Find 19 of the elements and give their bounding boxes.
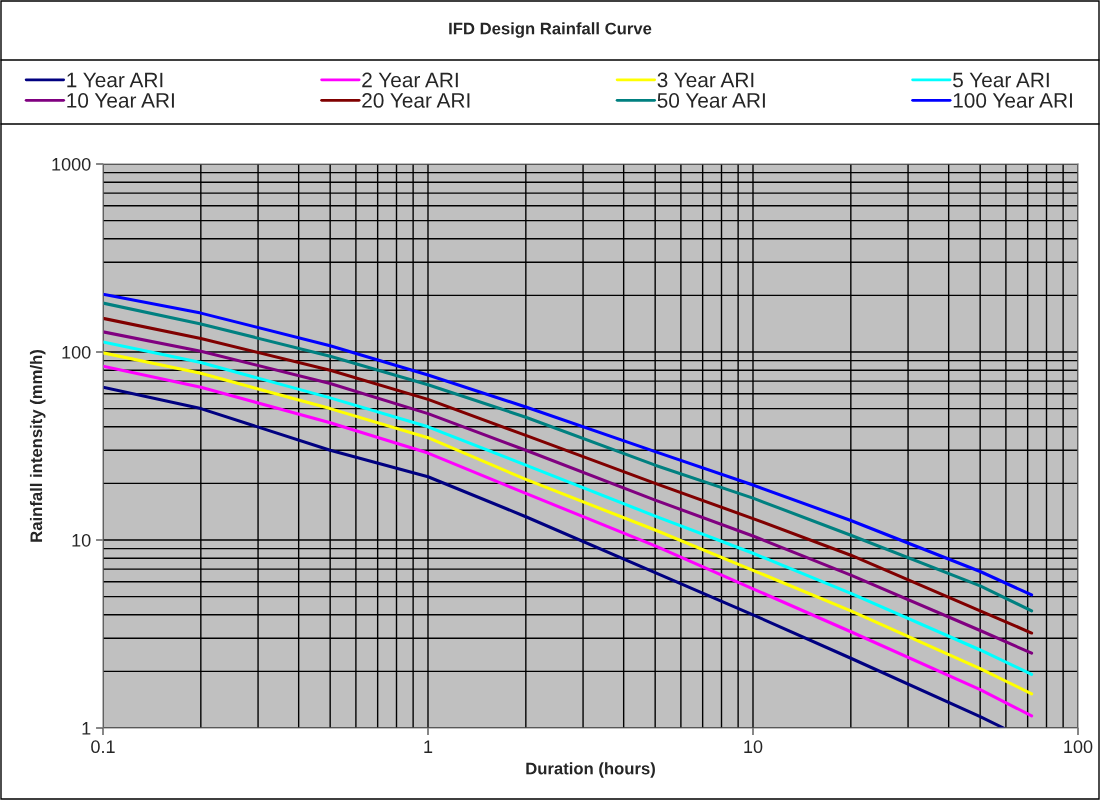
x-tick-label: 0.1 xyxy=(91,740,115,754)
chart-title: IFD Design Rainfall Curve xyxy=(449,22,652,38)
y-tick-label: 100 xyxy=(62,345,91,359)
legend-label: 3 Year ARI xyxy=(657,72,754,88)
y-tick-label: 1 xyxy=(82,722,91,735)
x-tick-label: 100 xyxy=(1064,740,1093,754)
x-axis-title: Duration (hours) xyxy=(526,762,655,778)
y-axis-title: Rainfall intensity (mm/h) xyxy=(29,350,46,542)
legend-label: 5 Year ARI xyxy=(953,72,1049,88)
x-tick-label: 1 xyxy=(424,740,433,753)
legend-label: 10 Year ARI xyxy=(67,93,174,108)
legend-label: 20 Year ARI xyxy=(362,93,470,108)
y-tick-label: 10 xyxy=(72,533,91,547)
legend-label: 1 Year ARI xyxy=(67,72,163,88)
legend-label: 2 Year ARI xyxy=(362,72,458,88)
legend-label: 50 Year ARI xyxy=(657,93,765,108)
legend-label: 100 Year ARI xyxy=(953,93,1072,108)
x-tick-label: 10 xyxy=(744,740,763,754)
y-tick-label: 1000 xyxy=(52,157,91,171)
